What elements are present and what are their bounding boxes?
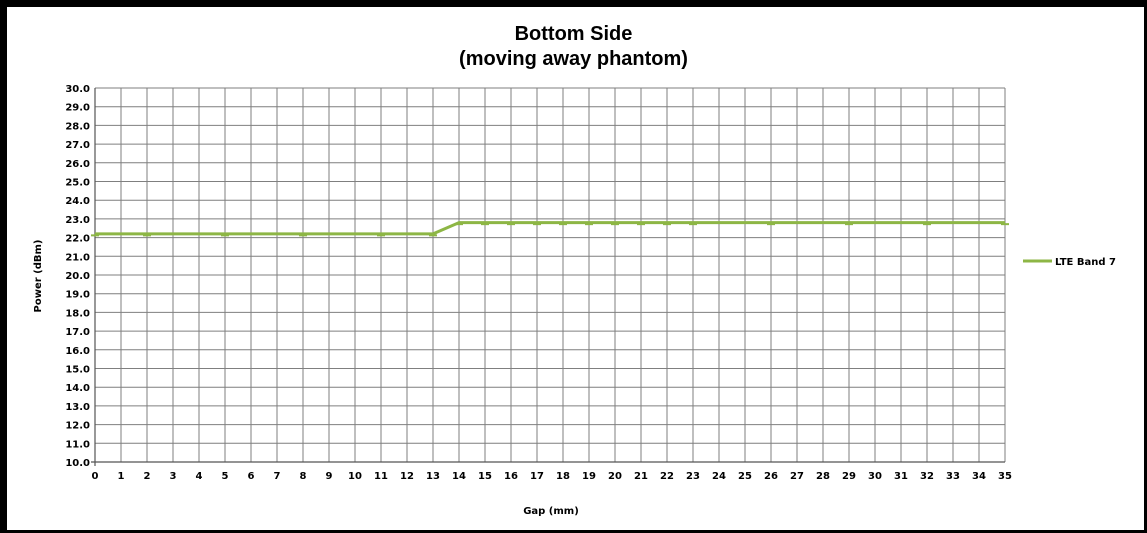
x-axis-label: Gap (mm) [523,506,579,517]
x-tick-label: 0 [92,471,99,482]
y-tick-label: 15.0 [65,365,90,376]
x-tick-label: 20 [608,471,622,482]
x-tick-label: 10 [348,471,362,482]
x-tick-label: 22 [660,471,674,482]
x-tick-label: 2 [144,471,151,482]
x-tick-label: 32 [920,471,934,482]
y-tick-label: 17.0 [65,327,90,338]
x-tick-label: 5 [222,471,229,482]
grid-lines [91,87,1006,466]
y-tick-label: 29.0 [65,103,90,114]
y-tick-label: 16.0 [65,346,90,357]
x-tick-label: 33 [946,471,960,482]
x-tick-label: 8 [300,471,307,482]
x-tick-label: 19 [582,471,596,482]
x-tick-label: 30 [868,471,882,482]
x-tick-label: 23 [686,471,700,482]
y-tick-label: 22.0 [65,234,90,245]
y-tick-label: 26.0 [65,159,90,170]
x-tick-labels: 0 1 2 3 4 5 6 7 8 9 10 11 12 13 14 15 16 17 18 19 20 21 22 23 24… [92,471,1012,482]
y-tick-label: 13.0 [65,402,90,413]
x-tick-label: 7 [274,471,281,482]
y-tick-label: 14.0 [65,383,90,394]
chart-subtitle: (moving away phantom) [459,48,688,70]
legend: LTE Band 7 [1023,257,1116,268]
y-axis-label: Power (dBm) [33,240,44,313]
y-tick-label: 19.0 [65,290,90,301]
x-tick-label: 4 [196,471,203,482]
x-tick-label: 14 [452,471,466,482]
x-tick-label: 34 [972,471,986,482]
y-tick-label: 27.0 [65,140,90,151]
y-tick-label: 24.0 [65,196,90,207]
x-tick-label: 3 [170,471,177,482]
legend-label: LTE Band 7 [1055,257,1116,268]
y-tick-label: 11.0 [65,439,90,450]
x-tick-label: 25 [738,471,752,482]
x-tick-label: 26 [764,471,778,482]
x-tick-label: 16 [504,471,518,482]
y-tick-labels: 10.0 11.0 12.0 13.0 14.0 15.0 16.0 17.0 18.0 19.0… [65,84,90,469]
y-tick-label: 28.0 [65,121,90,132]
x-tick-label: 21 [634,471,648,482]
y-tick-label: 21.0 [65,252,90,263]
x-tick-label: 24 [712,471,726,482]
y-tick-label: 12.0 [65,421,90,432]
x-tick-label: 31 [894,471,908,482]
x-tick-label: 13 [426,471,440,482]
y-tick-label: 23.0 [65,215,90,226]
y-tick-label: 10.0 [65,458,90,469]
chart-title: Bottom Side [514,23,633,45]
x-tick-label: 12 [400,471,414,482]
x-tick-label: 15 [478,471,492,482]
y-tick-label: 18.0 [65,308,90,319]
x-tick-label: 1 [118,471,125,482]
x-tick-label: 29 [842,471,856,482]
y-tick-label: 20.0 [65,271,90,282]
x-tick-label: 11 [374,471,388,482]
series-line [95,221,1005,236]
x-tick-label: 9 [326,471,333,482]
x-tick-label: 35 [998,471,1012,482]
series-lines [91,221,1009,237]
x-tick-label: 17 [530,471,544,482]
x-tick-label: 28 [816,471,830,482]
x-tick-label: 27 [790,471,804,482]
x-tick-label: 6 [248,471,255,482]
y-tick-label: 25.0 [65,178,90,189]
x-tick-label: 18 [556,471,570,482]
y-tick-label: 30.0 [65,84,90,95]
